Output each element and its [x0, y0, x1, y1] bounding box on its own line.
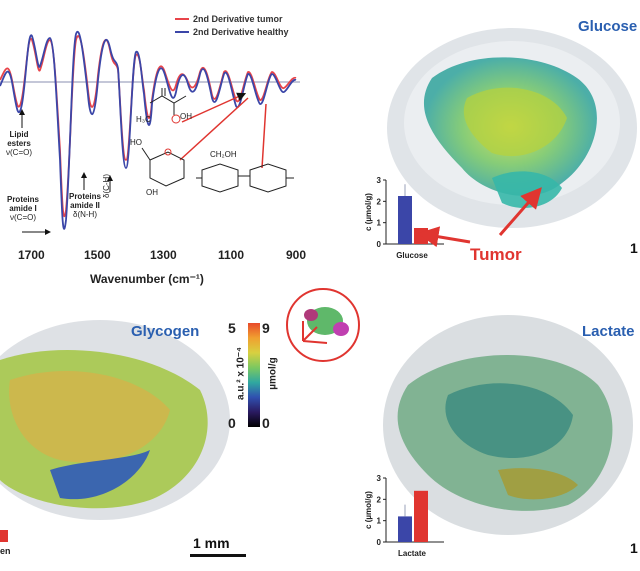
glycogen-scale-label: 1 mm [193, 535, 230, 551]
spectrum-tumor-curve [0, 35, 297, 218]
bar-series-0 [398, 516, 412, 542]
xtick-1700: 1700 [18, 248, 45, 262]
glycogen-volume-render [0, 320, 230, 520]
y-tick-label: 3 [377, 176, 382, 185]
glucose-title: Glucose [578, 18, 638, 35]
colorbar [248, 323, 260, 427]
bar-series-0 [398, 196, 412, 244]
y-tick-label: 0 [377, 240, 382, 249]
annotation-ch-bend: δ(C-H) [102, 174, 111, 198]
colorbar-left-top: 5 [228, 320, 236, 336]
legend-healthy-swatch [175, 30, 189, 33]
legend-tumor-label: 2nd Derivative tumor [193, 13, 283, 24]
lactate-bar-chart: 0 1 2 3 c (µmol/g) Lactate [364, 474, 444, 558]
lactate-h3c-label: H₃C [136, 115, 151, 124]
annotation-amide-two: Proteins amide II δ(N-H) [68, 192, 101, 219]
y-tick-label: 1 [377, 517, 382, 526]
xtick-1300: 1300 [150, 248, 177, 262]
y-tick-label: 2 [377, 197, 382, 206]
category-label: Glucose [396, 251, 428, 260]
legend-healthy-label: 2nd Derivative healthy [193, 26, 289, 37]
orientation-indicator [286, 288, 360, 362]
glucose-oh-label: OH [146, 188, 158, 197]
xtick-900: 900 [286, 248, 307, 262]
annotation-lipid-esters: Lipid esters ν(C=O) [6, 130, 32, 157]
glucose-bar-chart: 0 1 2 3 c (µmol/g) Glucose [364, 176, 444, 260]
y-axis-label: c (µmol/g) [364, 193, 373, 231]
glycogen-bar-fragment [0, 530, 8, 542]
y-tick-label: 3 [377, 474, 382, 483]
y-tick-label: 0 [377, 538, 382, 547]
lactate-scale-fragment: 1 [630, 540, 638, 556]
y-tick-label: 2 [377, 495, 382, 504]
y-tick-label: 1 [377, 219, 382, 228]
annotation-amide-one: Proteins amide I ν(C=O) [6, 195, 39, 222]
colorbar-right-bottom: 0 [262, 415, 270, 431]
xaxis-label: Wavenumber (cm⁻¹) [90, 272, 204, 286]
y-axis-label: c (µmol/g) [364, 491, 373, 529]
xtick-1500: 1500 [84, 248, 111, 262]
tumor-label: Tumor [470, 245, 522, 264]
category-label: Lactate [398, 549, 427, 558]
colorbar-left-label: a.u.² x 10⁻⁴ [235, 346, 247, 401]
colorbar-right-top: 9 [262, 320, 270, 336]
spectrum-legend: 2nd Derivative tumor 2nd Derivative heal… [175, 12, 289, 38]
glycogen-title: Glycogen [131, 323, 200, 340]
glycogen-ch2oh-label: CH₂OH [210, 150, 237, 159]
lactate-volume-render [383, 315, 633, 535]
glucose-ho-label: HO [130, 138, 142, 147]
colorbar-left-bottom: 0 [228, 415, 236, 431]
lactate-title: Lactate [582, 323, 635, 340]
glucose-volume-render [387, 28, 637, 228]
spectrum-healthy-curve [0, 30, 297, 230]
legend-tumor-swatch [175, 17, 189, 20]
bar-series-1 [414, 490, 428, 542]
xtick-1100: 1100 [218, 248, 245, 262]
second-derivative-spectrum [0, 30, 320, 237]
tumor-callout-arrows [417, 187, 542, 248]
lactate-oh-label: OH [180, 112, 192, 121]
glucose-scale-fragment: 1 [630, 240, 638, 256]
colorbar-right-label: µmol/g [267, 357, 279, 390]
glycogen-scale-bar [190, 554, 246, 557]
glycogen-bar-label-fragment: en [0, 546, 11, 556]
